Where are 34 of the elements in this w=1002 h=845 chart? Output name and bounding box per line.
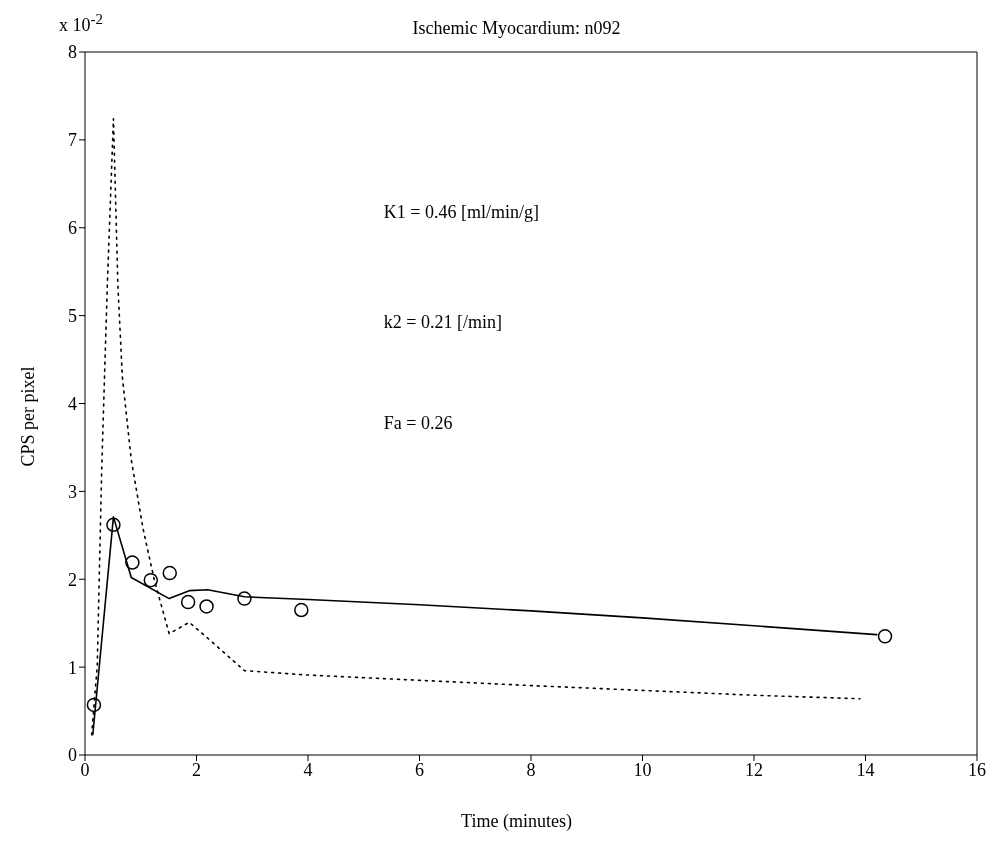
y-tick-label: 0 (68, 745, 77, 766)
x-tick-label: 16 (968, 759, 986, 780)
x-tick-label: 8 (526, 759, 536, 780)
point (237, 591, 252, 606)
point (877, 629, 893, 644)
y-axis-title: CPS per pixel (17, 365, 39, 469)
x-tick-label: 14 (856, 759, 875, 780)
point (199, 599, 214, 614)
point (125, 555, 140, 570)
y-tick-label: 4 (68, 393, 77, 414)
y-tick-label: 7 (68, 130, 77, 151)
y-tick-label: 2 (68, 569, 77, 590)
point (162, 565, 177, 581)
y-tick-label: 8 (68, 42, 77, 63)
y-tick-label: 5 (68, 306, 77, 327)
text: x 10$^{-2}$ (59, 11, 103, 36)
point (180, 594, 196, 610)
point (106, 517, 121, 533)
annotation: k2 = 0.21 [/min] (383, 312, 502, 334)
y-tick-label: 1 (68, 657, 77, 678)
x-tick-label: 12 (745, 759, 763, 780)
point (86, 697, 102, 713)
point (294, 602, 309, 618)
x-tick-label: 2 (192, 759, 201, 780)
point (143, 572, 159, 588)
x-axis-title: Time (minutes) (460, 811, 573, 832)
y-tick-label: 6 (68, 218, 77, 239)
chart-title: Ischemic Myocardium: n092 (412, 18, 621, 38)
annotation: Fa = 0.26 (383, 413, 453, 435)
x-tick-label: 6 (415, 759, 424, 780)
x-tick-label: 10 (633, 759, 652, 780)
x-tick-label: 4 (303, 759, 313, 780)
y-tick-label: 3 (68, 481, 77, 502)
annotation: K1 = 0.46 [ml/min/g] (383, 202, 539, 224)
